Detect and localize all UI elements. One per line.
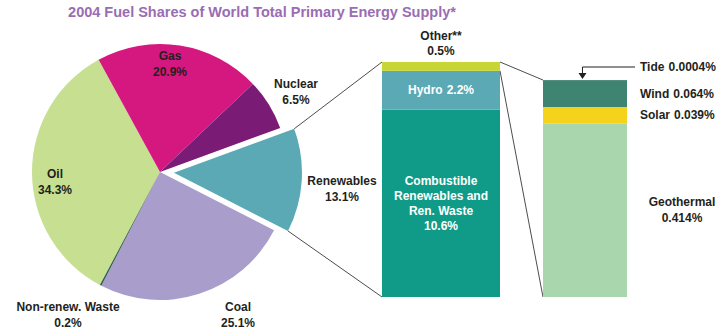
- slice-name: Oil: [47, 167, 63, 181]
- bar-segment: [543, 123, 627, 297]
- slice-label: Coal 25.1%: [221, 300, 255, 328]
- segment-name: Ren. Waste: [409, 204, 474, 218]
- segment-name: Wind: [640, 87, 669, 101]
- slice-name: Gas: [159, 49, 182, 63]
- slice-value: 0.2%: [54, 316, 82, 328]
- segment-value: 10.6%: [424, 219, 458, 233]
- segment-value: 0.5%: [427, 44, 455, 58]
- slice-label: Nuclear 6.5%: [274, 77, 318, 107]
- segment-label: Other**0.5%: [420, 29, 462, 58]
- page: {"chart_data": [ {"type": "pie", "title"…: [0, 0, 727, 328]
- segment-label: Solar 0.039%: [640, 108, 715, 122]
- pointer-head: [578, 73, 586, 79]
- segment-label: Hydro 2.2%: [408, 83, 474, 97]
- connectors: [288, 62, 543, 297]
- bar-segment: [543, 107, 627, 123]
- zoom-line: [288, 231, 382, 297]
- slice-name: Renewables: [307, 174, 377, 188]
- slice-value: 20.9%: [153, 65, 187, 79]
- slice-name: Non-renew. Waste: [16, 300, 119, 314]
- segment-label: CombustibleRenewables andRen. Waste10.6%: [394, 174, 488, 233]
- segment-name: Solar: [640, 108, 670, 122]
- segment-value: 2.2%: [447, 83, 475, 97]
- pie: [32, 44, 302, 300]
- segment-value: 0.0004%: [668, 60, 716, 74]
- slice-label: Renewables 13.1%: [307, 174, 377, 204]
- segment-value: 0.064%: [673, 87, 714, 101]
- pie-slice: [100, 172, 160, 286]
- zoom-line: [500, 71, 543, 297]
- stacked-bar: [382, 62, 500, 297]
- slice-value: 25.1%: [221, 316, 255, 328]
- slice-value: 34.3%: [38, 183, 72, 197]
- slice-name: Coal: [225, 300, 251, 314]
- segment-name: Geothermal: [649, 195, 716, 209]
- segment-label: Tide0.0004%: [640, 60, 716, 74]
- bar-segment: [382, 62, 500, 71]
- slice-label: Oil 34.3%: [38, 167, 72, 197]
- segment-name: Tide: [640, 60, 665, 74]
- segment-label: Wind 0.064%: [640, 87, 714, 101]
- segment-label: Geothermal 0.414%: [649, 195, 716, 225]
- slice-name: Nuclear: [274, 77, 318, 91]
- slice-value: 6.5%: [282, 93, 310, 107]
- slice-value: 13.1%: [325, 190, 359, 204]
- slice-label: Gas 20.9%: [153, 49, 187, 79]
- segment-name: Combustible: [405, 174, 478, 188]
- slice-label: Non-renew. Waste 0.2%: [16, 300, 119, 328]
- chart: 2004 Fuel Shares of World Total Primary …: [0, 0, 727, 328]
- stacked-bar: [543, 80, 627, 297]
- bar-segment: [382, 71, 500, 110]
- zoom-line: [500, 62, 543, 80]
- segment-name: Hydro: [408, 83, 443, 97]
- pointer-line: [582, 67, 635, 74]
- bar-segment: [382, 110, 500, 297]
- segment-name: Renewables and: [394, 189, 488, 203]
- title: 2004 Fuel Shares of World Total Primary …: [68, 4, 456, 20]
- segment-value: 0.039%: [674, 108, 715, 122]
- bar-segment: [543, 80, 627, 81]
- segment-value: 0.414%: [662, 211, 703, 225]
- bar-segment: [543, 80, 627, 107]
- segment-name: Other**: [420, 29, 462, 43]
- pie-slice: [101, 172, 274, 300]
